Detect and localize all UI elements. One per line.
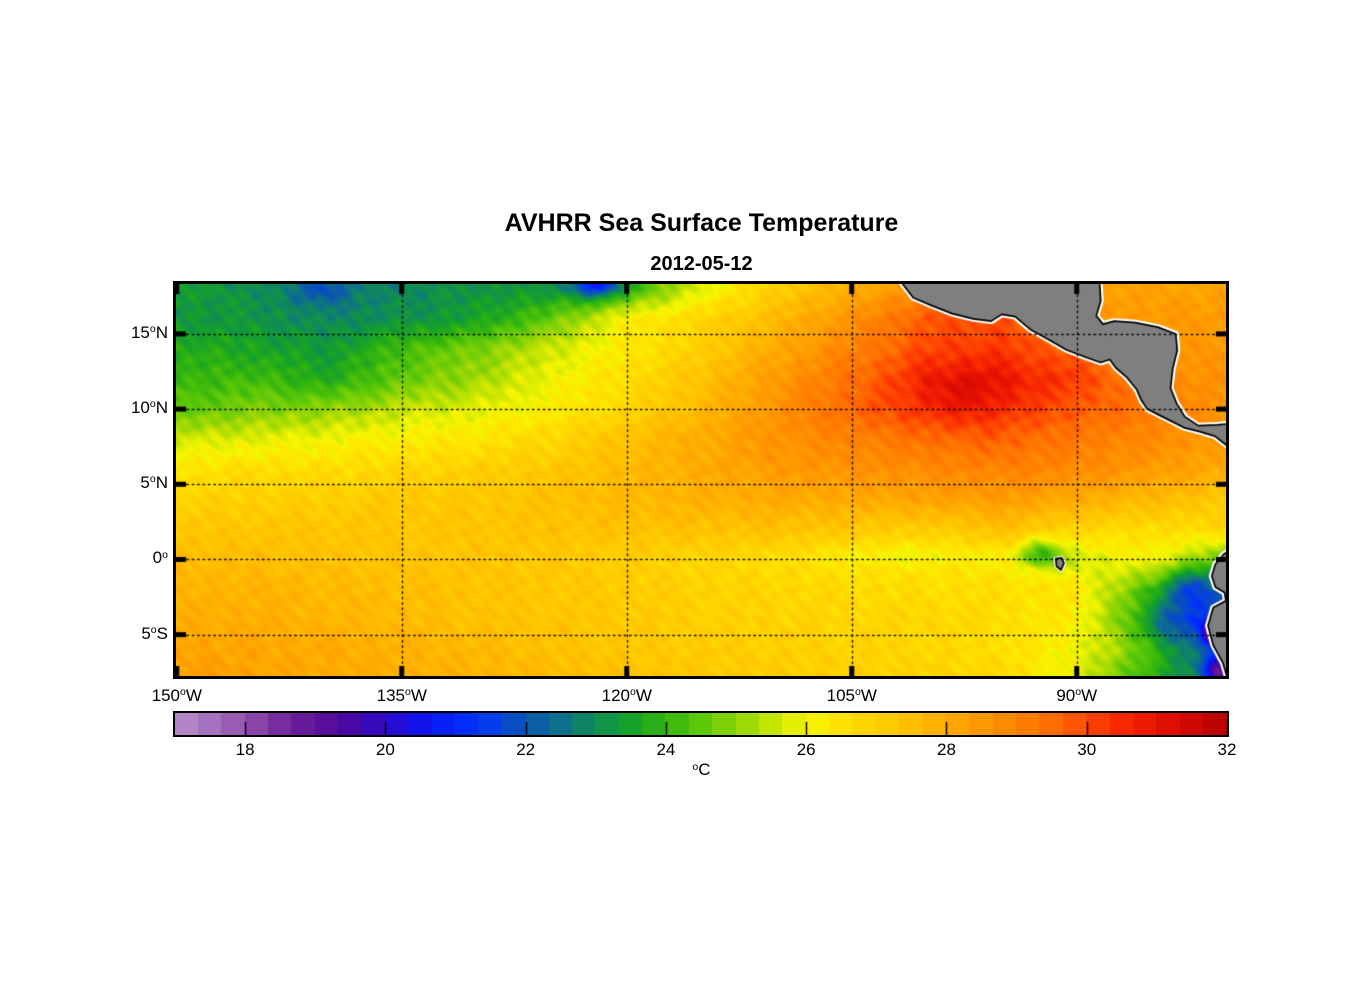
y-tick-label-0deg: 0o	[152, 548, 168, 568]
x-tick-label-120W: 120oW	[601, 686, 652, 705]
colorbar-units-label: oC	[175, 760, 1228, 780]
celsius-letter: C	[698, 760, 711, 779]
colorbar-tick-label-22: 22	[516, 740, 536, 759]
colorbar-tick-label-20: 20	[375, 740, 395, 759]
x-tick-label-150W: 150oW	[151, 686, 202, 705]
colorbar-tick-label-28: 28	[936, 740, 956, 759]
degree-symbol: o	[692, 761, 699, 774]
chart-date-subtitle: 2012-05-12	[650, 253, 753, 275]
colorbar-tick-label-30: 30	[1077, 740, 1097, 759]
colorbar-canvas	[175, 713, 1227, 735]
x-tick-label-90W: 90oW	[1056, 686, 1098, 705]
page-title: AVHRR Sea Surface Temperature	[504, 209, 899, 237]
colorbar-tick-label-18: 18	[235, 740, 255, 759]
colorbar-tick-label-26: 26	[796, 740, 816, 759]
colorbar-tick-label-24: 24	[656, 740, 676, 759]
colorbar-tick-label-32: 32	[1217, 740, 1237, 759]
y-tick-label-5S: 5oS	[141, 623, 168, 643]
x-tick-label-105W: 105oW	[826, 686, 877, 705]
y-tick-label-5N: 5oN	[140, 473, 168, 493]
y-tick-label-10N: 10oN	[130, 398, 168, 418]
colorbar	[173, 711, 1229, 737]
sst-map-plot	[173, 281, 1229, 679]
sst-heatmap-canvas	[176, 284, 1226, 676]
x-tick-label-135W: 135oW	[376, 686, 427, 705]
y-tick-label-15N: 15oN	[130, 322, 168, 342]
